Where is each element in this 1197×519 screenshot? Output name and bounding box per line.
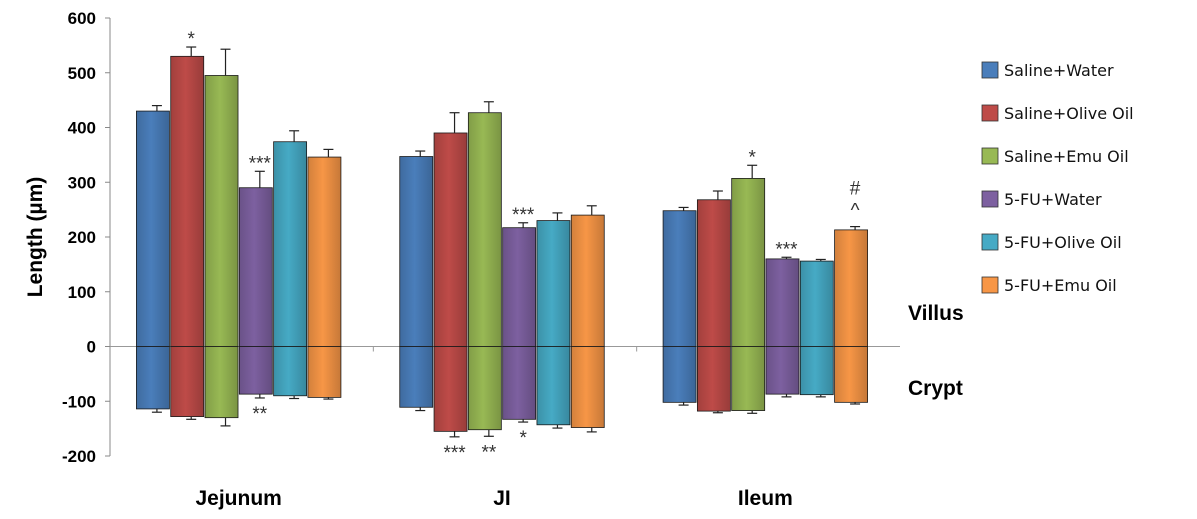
bar-crypt	[170, 346, 205, 417]
significance-mark: **	[252, 404, 267, 425]
legend-swatch	[981, 276, 999, 294]
bar-villus	[731, 178, 766, 347]
bar-villus	[834, 229, 868, 347]
bar-villus	[273, 141, 308, 347]
bar-villus	[136, 110, 170, 347]
error-bars	[151, 46, 861, 438]
bar-villus	[570, 214, 605, 347]
bar-crypt	[662, 346, 697, 403]
bar-crypt	[136, 346, 170, 410]
y-tick-label: 100	[68, 283, 96, 302]
legend-swatch	[981, 147, 999, 165]
legend-swatch	[981, 233, 999, 251]
y-axis-label: Length (µm)	[24, 177, 47, 298]
x-category-label: Ileum	[738, 487, 793, 510]
x-category-label: JI	[493, 487, 511, 510]
legend-label: Saline+Emu Oil	[1004, 147, 1129, 166]
bar-villus	[433, 132, 468, 347]
legend-label: 5-FU+Emu Oil	[1004, 276, 1117, 295]
y-tick-label: 500	[68, 64, 96, 83]
crypt-label: Crypt	[908, 377, 963, 400]
y-tick-label: 200	[68, 228, 96, 247]
bar-crypt	[765, 346, 800, 395]
significance-annotations: ************ *******^#	[188, 29, 861, 464]
y-tick-label: 0	[87, 338, 96, 357]
bar-villus	[799, 260, 834, 347]
bar-crypt	[238, 346, 273, 395]
x-category-label: Jejunum	[195, 487, 281, 510]
bar-crypt	[536, 346, 571, 426]
bar-villus	[204, 75, 239, 347]
bar-crypt	[399, 346, 434, 408]
bar-crypt	[467, 346, 502, 431]
bar-crypt	[273, 346, 308, 397]
significance-mark: ***	[443, 443, 466, 464]
legend-swatch	[981, 104, 999, 122]
legend: Saline+Water Saline+Olive Oil Saline+Emu O…	[981, 61, 1134, 295]
bar-villus	[307, 156, 342, 347]
significance-mark: ***	[249, 153, 272, 174]
significance-mark: ^	[851, 201, 860, 222]
y-tick-label: 600	[68, 9, 96, 28]
villus-label: Villus	[908, 302, 964, 325]
bar-crypt	[696, 346, 731, 412]
significance-mark: ***	[512, 205, 535, 226]
bar-crypt	[307, 346, 342, 398]
bar-villus	[399, 156, 434, 347]
significance-mark: #	[850, 179, 861, 200]
bar-crypt	[834, 346, 868, 403]
legend-label: Saline+Olive Oil	[1004, 104, 1134, 123]
legend-swatch	[981, 190, 999, 208]
bar-villus	[662, 210, 697, 347]
bar-crypt	[204, 346, 239, 419]
significance-mark: *	[519, 428, 527, 449]
bar-crypt	[433, 346, 468, 432]
significance-mark: *	[748, 147, 756, 168]
bar-villus	[238, 187, 273, 347]
bar-crypt	[502, 346, 537, 420]
bar-villus	[467, 112, 502, 347]
x-axis-categories: Jejunum JI Ileum	[195, 487, 792, 510]
legend-label: Saline+Water	[1004, 61, 1114, 80]
bar-villus	[536, 220, 571, 347]
legend-label: 5-FU+Olive Oil	[1004, 233, 1122, 252]
bar-villus	[765, 258, 800, 347]
bars	[136, 55, 868, 432]
bar-villus	[170, 55, 205, 347]
y-tick-label: 300	[68, 173, 96, 192]
legend-label: 5-FU+Water	[1004, 190, 1102, 209]
bar-crypt	[570, 346, 605, 428]
y-tick-label: -200	[62, 447, 96, 466]
bar-villus	[696, 199, 731, 347]
bar-crypt	[799, 346, 834, 396]
legend-swatch	[981, 61, 999, 79]
y-tick-label: -100	[62, 392, 96, 411]
y-tick-label: 400	[68, 119, 96, 138]
bar-villus	[502, 227, 537, 347]
significance-mark: **	[481, 442, 496, 463]
significance-mark: *	[188, 29, 196, 50]
significance-mark: ***	[775, 239, 798, 260]
bar-crypt	[731, 346, 766, 411]
